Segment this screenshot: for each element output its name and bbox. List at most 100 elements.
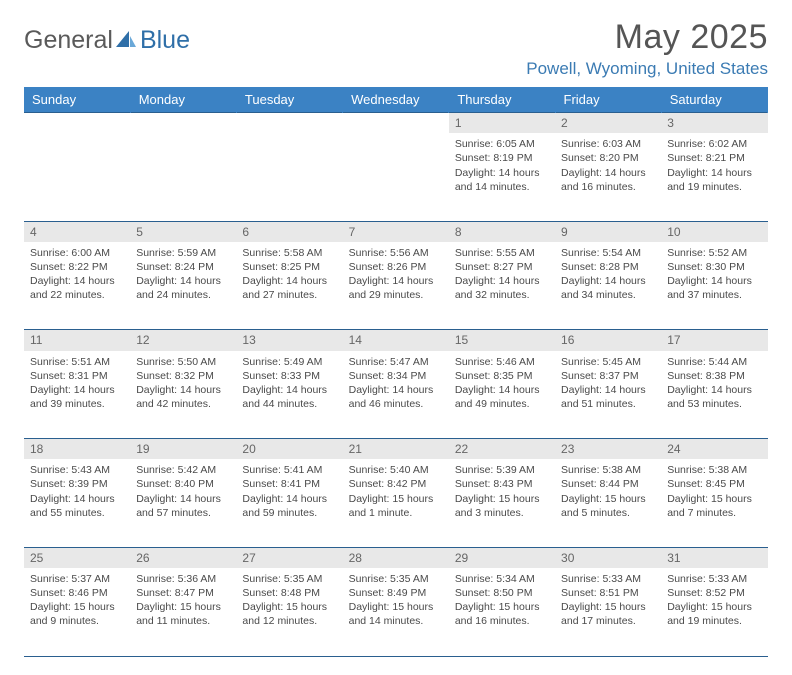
sunrise-text: Sunrise: 5:40 AM bbox=[349, 463, 443, 477]
sunset-text: Sunset: 8:43 PM bbox=[455, 477, 549, 491]
sunrise-text: Sunrise: 5:38 AM bbox=[667, 463, 761, 477]
day-number: 19 bbox=[136, 442, 149, 456]
day-number-cell: 22 bbox=[449, 439, 555, 460]
sunset-text: Sunset: 8:33 PM bbox=[242, 369, 336, 383]
daylight2-text: and 24 minutes. bbox=[136, 288, 230, 302]
day-number: 3 bbox=[667, 116, 674, 130]
daylight2-text: and 19 minutes. bbox=[667, 614, 761, 628]
day-number: 13 bbox=[242, 333, 255, 347]
sunset-text: Sunset: 8:49 PM bbox=[349, 586, 443, 600]
day-number: 17 bbox=[667, 333, 680, 347]
sunset-text: Sunset: 8:47 PM bbox=[136, 586, 230, 600]
day-number: 11 bbox=[30, 333, 42, 347]
day-number-cell: 28 bbox=[343, 547, 449, 568]
sunrise-text: Sunrise: 5:36 AM bbox=[136, 572, 230, 586]
daylight2-text: and 49 minutes. bbox=[455, 397, 549, 411]
day-number-cell: 30 bbox=[555, 547, 661, 568]
sunset-text: Sunset: 8:45 PM bbox=[667, 477, 761, 491]
sunset-text: Sunset: 8:35 PM bbox=[455, 369, 549, 383]
week-info-row: Sunrise: 6:00 AMSunset: 8:22 PMDaylight:… bbox=[24, 242, 768, 330]
daylight2-text: and 32 minutes. bbox=[455, 288, 549, 302]
empty-cell bbox=[343, 113, 449, 134]
logo-text-blue: Blue bbox=[140, 26, 190, 55]
day-info-cell: Sunrise: 6:02 AMSunset: 8:21 PMDaylight:… bbox=[661, 133, 767, 221]
daylight2-text: and 27 minutes. bbox=[242, 288, 336, 302]
daylight2-text: and 7 minutes. bbox=[667, 506, 761, 520]
day-number-cell: 27 bbox=[236, 547, 342, 568]
sunset-text: Sunset: 8:39 PM bbox=[30, 477, 124, 491]
sunset-text: Sunset: 8:24 PM bbox=[136, 260, 230, 274]
day-number-cell: 18 bbox=[24, 439, 130, 460]
daylight2-text: and 19 minutes. bbox=[667, 180, 761, 194]
day-number: 9 bbox=[561, 225, 568, 239]
sunrise-text: Sunrise: 5:35 AM bbox=[242, 572, 336, 586]
calendar-page: General Blue May 2025 Powell, Wyoming, U… bbox=[0, 0, 792, 675]
daylight2-text: and 11 minutes. bbox=[136, 614, 230, 628]
empty-cell bbox=[236, 113, 342, 134]
daylight1-text: Daylight: 14 hours bbox=[667, 274, 761, 288]
day-header: Tuesday bbox=[236, 87, 342, 113]
sunset-text: Sunset: 8:28 PM bbox=[561, 260, 655, 274]
day-number-row: 11121314151617 bbox=[24, 330, 768, 351]
day-number: 18 bbox=[30, 442, 43, 456]
daylight2-text: and 55 minutes. bbox=[30, 506, 124, 520]
day-number: 12 bbox=[136, 333, 149, 347]
day-info-cell: Sunrise: 5:41 AMSunset: 8:41 PMDaylight:… bbox=[236, 459, 342, 547]
day-info-cell: Sunrise: 5:56 AMSunset: 8:26 PMDaylight:… bbox=[343, 242, 449, 330]
day-number: 5 bbox=[136, 225, 143, 239]
sunset-text: Sunset: 8:26 PM bbox=[349, 260, 443, 274]
day-number: 2 bbox=[561, 116, 568, 130]
daylight2-text: and 14 minutes. bbox=[455, 180, 549, 194]
daylight1-text: Daylight: 14 hours bbox=[242, 383, 336, 397]
calendar-body: 123Sunrise: 6:05 AMSunset: 8:19 PMDaylig… bbox=[24, 113, 768, 656]
sunset-text: Sunset: 8:30 PM bbox=[667, 260, 761, 274]
day-number-row: 25262728293031 bbox=[24, 547, 768, 568]
daylight1-text: Daylight: 15 hours bbox=[667, 600, 761, 614]
daylight1-text: Daylight: 15 hours bbox=[242, 600, 336, 614]
daylight1-text: Daylight: 14 hours bbox=[455, 383, 549, 397]
sunrise-text: Sunrise: 5:42 AM bbox=[136, 463, 230, 477]
daylight1-text: Daylight: 15 hours bbox=[30, 600, 124, 614]
sunrise-text: Sunrise: 5:35 AM bbox=[349, 572, 443, 586]
sunrise-text: Sunrise: 6:03 AM bbox=[561, 137, 655, 151]
daylight1-text: Daylight: 15 hours bbox=[455, 492, 549, 506]
daylight1-text: Daylight: 14 hours bbox=[136, 274, 230, 288]
day-info-cell: Sunrise: 5:45 AMSunset: 8:37 PMDaylight:… bbox=[555, 351, 661, 439]
daylight2-text: and 29 minutes. bbox=[349, 288, 443, 302]
day-number-cell: 23 bbox=[555, 439, 661, 460]
sunset-text: Sunset: 8:20 PM bbox=[561, 151, 655, 165]
day-header-row: Sunday Monday Tuesday Wednesday Thursday… bbox=[24, 87, 768, 113]
daylight1-text: Daylight: 14 hours bbox=[242, 274, 336, 288]
empty-cell bbox=[130, 113, 236, 134]
daylight2-text: and 16 minutes. bbox=[561, 180, 655, 194]
daylight1-text: Daylight: 14 hours bbox=[30, 492, 124, 506]
daylight1-text: Daylight: 15 hours bbox=[667, 492, 761, 506]
day-number-cell: 3 bbox=[661, 113, 767, 134]
daylight1-text: Daylight: 14 hours bbox=[242, 492, 336, 506]
day-info-cell: Sunrise: 6:03 AMSunset: 8:20 PMDaylight:… bbox=[555, 133, 661, 221]
day-info-cell: Sunrise: 5:38 AMSunset: 8:45 PMDaylight:… bbox=[661, 459, 767, 547]
day-number: 16 bbox=[561, 333, 574, 347]
day-number: 21 bbox=[349, 442, 362, 456]
day-header: Saturday bbox=[661, 87, 767, 113]
day-info-cell: Sunrise: 5:44 AMSunset: 8:38 PMDaylight:… bbox=[661, 351, 767, 439]
day-number: 20 bbox=[242, 442, 255, 456]
sunrise-text: Sunrise: 5:34 AM bbox=[455, 572, 549, 586]
sunset-text: Sunset: 8:44 PM bbox=[561, 477, 655, 491]
sunset-text: Sunset: 8:50 PM bbox=[455, 586, 549, 600]
day-number: 4 bbox=[30, 225, 37, 239]
daylight1-text: Daylight: 15 hours bbox=[455, 600, 549, 614]
daylight1-text: Daylight: 14 hours bbox=[30, 274, 124, 288]
sunrise-text: Sunrise: 5:37 AM bbox=[30, 572, 124, 586]
day-info-cell: Sunrise: 5:46 AMSunset: 8:35 PMDaylight:… bbox=[449, 351, 555, 439]
daylight2-text: and 44 minutes. bbox=[242, 397, 336, 411]
sunrise-text: Sunrise: 5:38 AM bbox=[561, 463, 655, 477]
day-number: 31 bbox=[667, 551, 680, 565]
sunset-text: Sunset: 8:22 PM bbox=[30, 260, 124, 274]
daylight2-text: and 17 minutes. bbox=[561, 614, 655, 628]
sunset-text: Sunset: 8:25 PM bbox=[242, 260, 336, 274]
brand-logo: General Blue bbox=[24, 26, 190, 55]
day-info-cell: Sunrise: 5:58 AMSunset: 8:25 PMDaylight:… bbox=[236, 242, 342, 330]
sunrise-text: Sunrise: 6:05 AM bbox=[455, 137, 549, 151]
daylight1-text: Daylight: 14 hours bbox=[455, 274, 549, 288]
